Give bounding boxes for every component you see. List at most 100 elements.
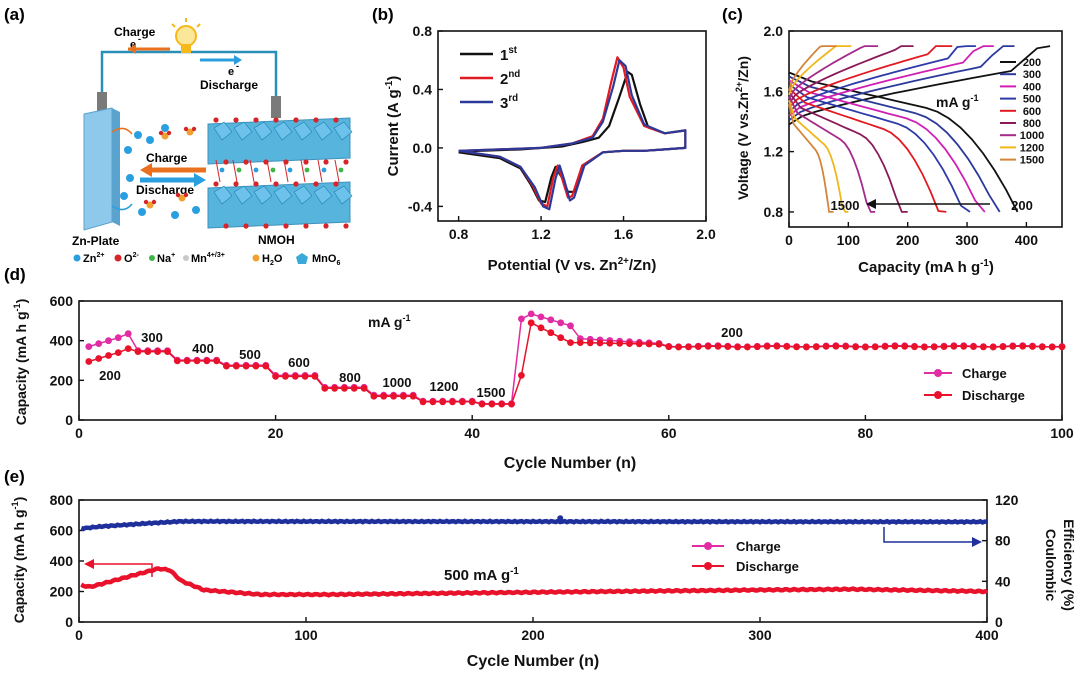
discharge-point	[1029, 343, 1036, 350]
battery-schematic: Charge e - e - Discharge Charge Discharg…	[72, 18, 353, 267]
x-tick-label: 80	[858, 425, 874, 441]
cv-curve-2	[458, 56, 687, 208]
rate-label-800: 800	[339, 370, 361, 385]
oxygen-atom	[293, 181, 299, 187]
discharge-point	[223, 362, 230, 370]
y-tick-label: 600	[50, 293, 74, 309]
discharge-point	[203, 357, 211, 365]
y-tick-label: 0.8	[764, 204, 784, 220]
water-hydrogen	[166, 130, 172, 136]
discharge-arrowhead-top	[234, 55, 242, 65]
charge-point	[537, 313, 545, 321]
y-tick-label: 600	[50, 523, 74, 539]
x-tick-label: 1.6	[614, 226, 634, 242]
efficiency-outlier	[557, 515, 564, 522]
electron-label-top: e	[130, 39, 136, 51]
oxygen-atom	[293, 117, 299, 123]
mno6-octahedron	[253, 185, 273, 205]
y-tick-label: 0.0	[413, 140, 433, 156]
legend-charge-label: Charge	[962, 366, 1007, 381]
x-tick-label: 400	[1015, 232, 1039, 248]
legend-o: O2-	[124, 252, 139, 265]
discharge-point	[891, 342, 899, 350]
light-bulb-icon	[171, 18, 201, 53]
discharge-point	[272, 373, 279, 380]
discharge-point	[488, 400, 496, 408]
x-axis-label: Cycle Number (n)	[467, 653, 599, 670]
legend-mno6: MnO6	[312, 253, 340, 267]
oxygen-atom	[243, 223, 249, 229]
y-tick-label: 800	[50, 492, 74, 508]
water-hydrogen	[183, 126, 189, 132]
discharge-point	[803, 343, 810, 351]
water-hydrogen	[151, 199, 157, 205]
discharge-point	[105, 352, 112, 359]
oxygen-atom	[333, 181, 339, 187]
discharge-curve-1000	[788, 95, 876, 213]
y-tick-label: 1.2	[764, 144, 784, 160]
discharge-point	[635, 340, 643, 348]
discharge-point	[154, 348, 162, 355]
y-tick-label: 200	[50, 584, 74, 600]
charge-point	[114, 334, 122, 342]
x-tick-label: 200	[896, 232, 920, 248]
y-tick-label: -0.4	[408, 198, 432, 214]
x-tick-label: 0	[75, 425, 83, 441]
discharge-point	[862, 343, 869, 351]
mno6-octahedron	[293, 121, 313, 141]
discharge-curve-500	[788, 83, 971, 213]
y-axis-label: Current (A g-1)	[384, 76, 402, 177]
discharge-point	[468, 398, 476, 406]
legend-label: 1st	[500, 45, 518, 64]
discharge-point	[783, 343, 791, 350]
zn-ion	[192, 206, 200, 214]
y-tick-label: 400	[50, 553, 74, 569]
discharge-point	[193, 357, 201, 365]
oxygen-atom	[303, 159, 309, 165]
discharge-point	[980, 343, 987, 351]
discharge-point	[213, 357, 221, 365]
arrow-label-left: 1500	[831, 198, 860, 213]
y2-tick-label: 0	[995, 614, 1003, 630]
discharge-point	[665, 343, 673, 351]
x-tick-label: 300	[748, 627, 772, 643]
legend-mn: Mn4+/3+	[191, 252, 225, 265]
discharge-point	[459, 398, 466, 406]
y-tick-label: 1.6	[764, 83, 784, 99]
discharge-curve-300	[788, 75, 1001, 213]
discharge-point	[291, 373, 299, 380]
interlayer-ion	[304, 167, 310, 173]
discharge-point	[557, 334, 565, 342]
mno6-octahedron	[333, 121, 353, 141]
x-tick-label: 100	[1050, 425, 1074, 441]
interlayer-bond	[215, 159, 221, 183]
x-tick-label: 100	[837, 232, 861, 248]
discharge-curve-1500	[788, 103, 834, 213]
discharge-point	[832, 342, 840, 350]
discharge-point	[596, 339, 604, 347]
discharge-point	[822, 343, 830, 350]
discharge-curve-200	[788, 71, 1019, 213]
charge-curve-1200	[788, 45, 852, 96]
interlayer-ion	[287, 167, 293, 173]
discharge-point	[350, 384, 358, 392]
oxygen-atom	[233, 181, 239, 187]
rate-label-400: 400	[192, 341, 214, 356]
oxygen-atom	[323, 159, 329, 165]
charge-curve-400	[788, 45, 994, 117]
discharge-point	[960, 342, 968, 350]
efficiency-axis-arrowhead	[972, 537, 982, 547]
legend-charge-label: Charge	[736, 539, 781, 554]
legend-mno6-icon	[296, 253, 308, 264]
rate-label-1000: 1000	[383, 375, 412, 390]
y-tick-label: 2.0	[764, 23, 784, 39]
rate-label-200: 200	[721, 325, 743, 340]
oxygen-atom	[253, 117, 259, 123]
zn-ion	[120, 192, 128, 200]
charge-curve-500	[788, 45, 976, 113]
x-axis-label: Capacity (mA h g-1)	[858, 258, 994, 276]
mno6-octahedron	[213, 121, 233, 141]
charge-point	[105, 337, 112, 345]
charge-point	[527, 310, 535, 318]
legend-discharge-label: Discharge	[736, 559, 799, 574]
